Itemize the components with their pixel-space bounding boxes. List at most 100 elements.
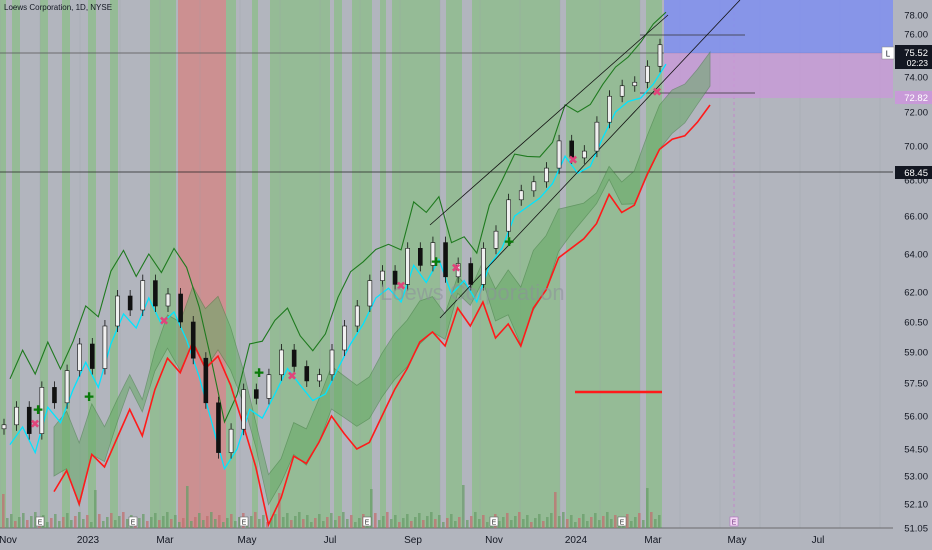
volume-bar (6, 518, 9, 528)
volume-bar (310, 522, 313, 528)
volume-bar (330, 513, 333, 528)
earnings-marker-box (362, 516, 372, 527)
candle-body (443, 242, 448, 278)
volume-bar (82, 519, 85, 528)
time-tick-label: May (728, 535, 747, 546)
earnings-marker-future: E (732, 520, 737, 527)
volume-bar (118, 516, 121, 528)
volume-bar (146, 521, 149, 528)
time-axis[interactable]: Nov 2023 Mar May Jul Sep Nov 2024 Mar May Jul (0, 535, 824, 546)
volume-bar (26, 520, 29, 528)
volume-bar (546, 517, 549, 528)
volume-bar (218, 515, 221, 528)
volume-bar (306, 515, 309, 528)
volume-bar (178, 522, 181, 528)
volume-bar (170, 519, 173, 528)
volume-bar (382, 516, 385, 528)
time-tick-label: Mar (644, 535, 662, 546)
candle-body (165, 293, 171, 307)
band-9 (252, 0, 258, 528)
candle-body (153, 280, 158, 307)
candle-body (254, 389, 259, 399)
signal-marker: ✖ (30, 417, 40, 431)
volume-bar (566, 519, 569, 528)
volume-bar (298, 512, 301, 528)
band-5 (110, 0, 118, 528)
volume-bar (506, 513, 509, 528)
volume-bar (214, 519, 217, 528)
earnings-marker-box (617, 516, 627, 527)
candle-body (52, 387, 57, 404)
price-tick-label: 60.50 (904, 318, 928, 329)
candle-body (455, 263, 461, 278)
price-tick-label: 51.05 (904, 524, 928, 535)
volume-bar (266, 522, 269, 528)
candle-body (266, 374, 272, 399)
volume-bar (554, 492, 557, 528)
candle-body (178, 293, 183, 323)
volume-bar (22, 513, 25, 528)
volume-bar (334, 520, 337, 528)
band-1 (12, 0, 20, 528)
label-marker: L (886, 50, 891, 59)
candle-body (291, 349, 297, 367)
last-price-label: 75.52 (904, 48, 928, 59)
volume-bar (458, 517, 461, 528)
candle-body (77, 343, 82, 371)
earnings-marker: E (365, 520, 370, 527)
volume-bar (122, 512, 125, 528)
candle-body (329, 349, 335, 376)
volume-bar (514, 516, 517, 528)
volume-bar (658, 515, 661, 528)
signal-marker: ✖ (287, 369, 297, 383)
volume-bar (106, 517, 109, 528)
volume-bar (538, 514, 541, 528)
volume-bar (58, 521, 61, 528)
candle-body (14, 406, 19, 426)
earnings-marker-box (35, 516, 45, 527)
time-tick-label: Jul (324, 535, 337, 546)
price-axis[interactable]: 78.00 76.00 74.00 72.00 70.00 68.00 66.00 64.00… (904, 11, 928, 535)
level-low-label: 68.45 (904, 168, 928, 179)
candle-body (468, 263, 474, 285)
volume-bar (222, 522, 225, 528)
volume-bar (202, 520, 205, 528)
volume-bar (570, 515, 573, 528)
band-4 (88, 0, 96, 528)
candle-body (367, 280, 373, 307)
volume-bar (114, 520, 117, 528)
volume-bar (226, 518, 229, 528)
volume-bar (250, 516, 253, 528)
volume-bar (558, 516, 561, 528)
earnings-marker-future-box (729, 516, 739, 527)
candle-body (619, 85, 625, 97)
price-tick-label: 53.00 (904, 472, 928, 483)
candle-body (582, 150, 587, 159)
volume-bar (542, 521, 545, 528)
volume-bar (342, 512, 345, 528)
band-0 (0, 0, 6, 528)
volume-bar (414, 517, 417, 528)
volume-bar (94, 490, 97, 528)
band-6 (150, 0, 176, 528)
band-8 (226, 0, 236, 528)
volume-bar (638, 513, 641, 528)
volume-bar (142, 514, 145, 528)
volume-bar (286, 513, 289, 528)
volume-bar (354, 522, 357, 528)
volume-bar (350, 515, 353, 528)
time-tick-label: 2024 (565, 535, 588, 546)
price-tick-label: 57.50 (904, 379, 928, 390)
volume-bar (390, 519, 393, 528)
volume-bar (578, 518, 581, 528)
volume-bar (370, 489, 373, 528)
stop-line (53, 104, 711, 528)
time-tick-label: Mar (156, 535, 174, 546)
volume-bar (430, 512, 433, 528)
volume-bar (110, 513, 113, 528)
upper-band-line (9, 11, 667, 424)
countdown-label: 02:23 (907, 58, 929, 68)
candle-body (317, 374, 322, 382)
volume-bar (590, 517, 593, 528)
